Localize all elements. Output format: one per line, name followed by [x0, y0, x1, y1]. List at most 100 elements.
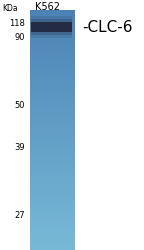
- Bar: [30, 70, 75, 72]
- Bar: [30, 231, 75, 233]
- Bar: [30, 75, 75, 77]
- Bar: [30, 118, 75, 120]
- Bar: [30, 80, 75, 82]
- Bar: [30, 200, 75, 202]
- Bar: [30, 212, 75, 214]
- Bar: [30, 156, 75, 159]
- Bar: [30, 94, 75, 96]
- Bar: [30, 183, 75, 185]
- Bar: [30, 39, 75, 41]
- Bar: [30, 152, 75, 154]
- Bar: [30, 197, 75, 200]
- Bar: [30, 204, 75, 207]
- Bar: [30, 99, 75, 101]
- Bar: [30, 164, 75, 166]
- Bar: [30, 207, 75, 209]
- Bar: [30, 137, 75, 140]
- Bar: [30, 161, 75, 164]
- Bar: [30, 224, 75, 226]
- Bar: [30, 185, 75, 188]
- Bar: [30, 104, 75, 106]
- Bar: [30, 149, 75, 152]
- Bar: [30, 171, 75, 173]
- Bar: [30, 142, 75, 144]
- Text: -CLC-6: -CLC-6: [82, 20, 132, 36]
- Bar: [30, 123, 75, 125]
- Bar: [30, 245, 75, 248]
- Bar: [30, 51, 75, 53]
- Bar: [30, 113, 75, 116]
- Bar: [30, 68, 75, 70]
- Bar: [30, 236, 75, 238]
- Bar: [30, 168, 75, 171]
- Bar: [30, 233, 75, 235]
- Bar: [30, 20, 75, 22]
- Bar: [30, 12, 75, 15]
- Bar: [30, 111, 75, 113]
- Bar: [30, 82, 75, 84]
- Bar: [30, 27, 75, 29]
- Bar: [30, 17, 75, 20]
- Bar: [30, 238, 75, 240]
- Bar: [30, 173, 75, 176]
- Bar: [30, 96, 75, 99]
- Bar: [30, 221, 75, 224]
- Bar: [30, 166, 75, 168]
- Bar: [30, 176, 75, 178]
- Bar: [30, 128, 75, 130]
- Bar: [30, 15, 75, 17]
- Bar: [30, 116, 75, 118]
- Bar: [30, 180, 75, 183]
- Bar: [30, 178, 75, 180]
- Bar: [30, 77, 75, 80]
- Bar: [30, 188, 75, 190]
- Bar: [30, 53, 75, 56]
- Bar: [30, 63, 75, 65]
- Bar: [30, 41, 75, 43]
- Bar: [30, 56, 75, 58]
- Bar: [30, 130, 75, 132]
- Bar: [30, 125, 75, 128]
- Bar: [30, 135, 75, 137]
- Text: 118: 118: [9, 20, 25, 28]
- Bar: [30, 226, 75, 228]
- Bar: [30, 192, 75, 195]
- Bar: [30, 34, 75, 36]
- Bar: [30, 243, 75, 245]
- Bar: [30, 36, 75, 39]
- Bar: [30, 108, 75, 111]
- Bar: [31, 16, 72, 38]
- Bar: [30, 72, 75, 75]
- Bar: [30, 48, 75, 51]
- Bar: [30, 202, 75, 204]
- Bar: [30, 144, 75, 147]
- Bar: [30, 140, 75, 142]
- Text: K562: K562: [36, 2, 60, 12]
- Bar: [30, 219, 75, 221]
- Bar: [30, 240, 75, 243]
- Bar: [30, 87, 75, 89]
- Bar: [31, 22, 72, 32]
- Bar: [30, 154, 75, 156]
- Bar: [30, 216, 75, 219]
- Bar: [31, 19, 72, 35]
- Bar: [30, 92, 75, 94]
- Bar: [30, 46, 75, 48]
- Bar: [30, 32, 75, 34]
- Text: 39: 39: [14, 142, 25, 152]
- Bar: [30, 132, 75, 135]
- Bar: [30, 89, 75, 92]
- Bar: [30, 84, 75, 87]
- Bar: [30, 22, 75, 25]
- Bar: [30, 214, 75, 216]
- Bar: [30, 228, 75, 231]
- Text: 90: 90: [15, 34, 25, 42]
- Bar: [30, 58, 75, 60]
- Bar: [30, 195, 75, 197]
- Text: 50: 50: [15, 100, 25, 110]
- Bar: [30, 248, 75, 250]
- Bar: [30, 159, 75, 161]
- Text: KDa: KDa: [2, 4, 18, 13]
- Bar: [30, 60, 75, 63]
- Text: 27: 27: [14, 210, 25, 220]
